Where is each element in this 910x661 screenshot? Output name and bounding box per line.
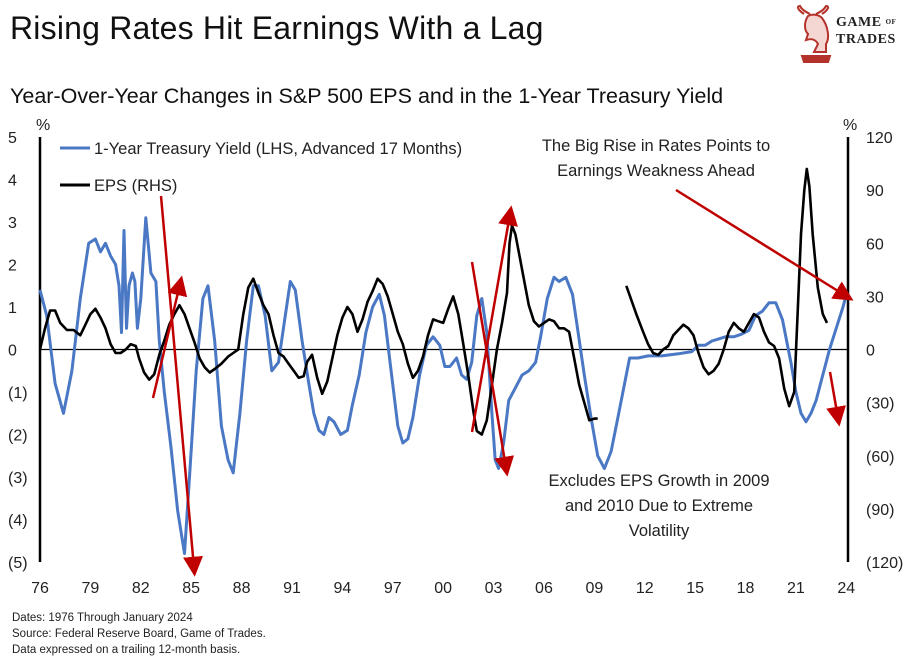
- right-tick-label: (30): [866, 396, 894, 413]
- left-tick-label: (1): [8, 385, 28, 402]
- left-tick-label: (3): [8, 470, 28, 487]
- annotation-excludes-text: Volatility: [629, 522, 690, 540]
- right-tick-label: (90): [866, 502, 894, 519]
- red-arrow: [470, 205, 518, 433]
- right-axis-unit: %: [843, 117, 857, 134]
- x-tick-label: 09: [585, 580, 603, 597]
- left-tick-label: 3: [8, 215, 17, 232]
- left-tick-label: 5: [8, 130, 17, 147]
- footnote-basis: Data expressed on a trailing 12-month ba…: [12, 644, 241, 656]
- x-tick-label: 82: [132, 580, 150, 597]
- right-tick-label: 30: [866, 289, 884, 306]
- footnote-dates: Dates: 1976 Through January 2024: [12, 612, 193, 624]
- x-tick-label: 88: [233, 580, 251, 597]
- red-arrow: [470, 261, 515, 477]
- x-tick-label: 15: [686, 580, 704, 597]
- footnotes: Dates: 1976 Through January 2024 Source:…: [12, 610, 266, 658]
- eps-line: [625, 167, 829, 408]
- right-tick-label: 60: [866, 236, 884, 253]
- red-arrow: [151, 275, 188, 399]
- red-arrow: [159, 195, 203, 577]
- right-tick-label: 0: [866, 343, 875, 360]
- red-arrow: [826, 371, 846, 427]
- left-tick-label: (5): [8, 555, 28, 572]
- left-tick-label: 0: [8, 343, 17, 360]
- annotation-arrows: [151, 188, 854, 577]
- logo-of: OF: [885, 18, 897, 26]
- left-axis-unit: %: [36, 117, 50, 134]
- x-tick-label: 91: [283, 580, 301, 597]
- logo-line1: GAME: [836, 15, 882, 30]
- x-tick-label: 85: [182, 580, 200, 597]
- eps-line: [38, 224, 598, 436]
- x-tick-label: 94: [333, 580, 351, 597]
- annotation-excludes-text: and 2010 Due to Extreme: [565, 497, 753, 515]
- logo-line2: TRADES: [836, 32, 896, 47]
- chart-title: Rising Rates Hit Earnings With a Lag: [10, 10, 544, 46]
- annotation-excludes-text: Excludes EPS Growth in 2009: [548, 472, 769, 490]
- x-tick-label: 06: [535, 580, 553, 597]
- x-tick-label: 00: [434, 580, 452, 597]
- x-tick-label: 79: [81, 580, 99, 597]
- x-tick-label: 18: [737, 580, 755, 597]
- legend-label-yield: 1-Year Treasury Yield (LHS, Advanced 17 …: [94, 140, 462, 158]
- right-tick-label: (60): [866, 449, 894, 466]
- logo-wordmark: GAME OF TRADES: [836, 14, 896, 48]
- left-tick-label: 4: [8, 173, 17, 190]
- x-tick-label: 03: [485, 580, 503, 597]
- annotation-rates-text: Earnings Weakness Ahead: [557, 162, 755, 180]
- red-arrow: [675, 188, 854, 301]
- legend-label-eps: EPS (RHS): [94, 177, 177, 195]
- x-tick-label: 12: [636, 580, 654, 597]
- right-tick-label: (120): [866, 555, 903, 572]
- right-tick-label: 120: [866, 130, 893, 147]
- right-tick-label: 90: [866, 183, 884, 200]
- footnote-source: Source: Federal Reserve Board, Game of T…: [12, 628, 266, 640]
- left-tick-label: 1: [8, 300, 17, 317]
- annotation-rates-text: The Big Rise in Rates Points to: [542, 137, 770, 155]
- x-tick-label: 21: [787, 580, 805, 597]
- left-tick-label: (2): [8, 428, 28, 445]
- chart-labels: 543210(1)(2)(3)(4)(5)%1209060300(30)(60)…: [8, 117, 903, 597]
- x-tick-label: 24: [837, 580, 855, 597]
- x-tick-label: 97: [384, 580, 402, 597]
- chart-subtitle: Year-Over-Year Changes in S&P 500 EPS an…: [10, 84, 724, 108]
- series-lines: [38, 167, 848, 555]
- bull-chess-knight-icon: [796, 4, 832, 63]
- left-tick-label: 2: [8, 258, 17, 275]
- x-tick-label: 76: [31, 580, 49, 597]
- treasury-yield-line: [38, 216, 848, 555]
- left-tick-label: (4): [8, 513, 28, 530]
- game-of-trades-logo: [796, 4, 832, 63]
